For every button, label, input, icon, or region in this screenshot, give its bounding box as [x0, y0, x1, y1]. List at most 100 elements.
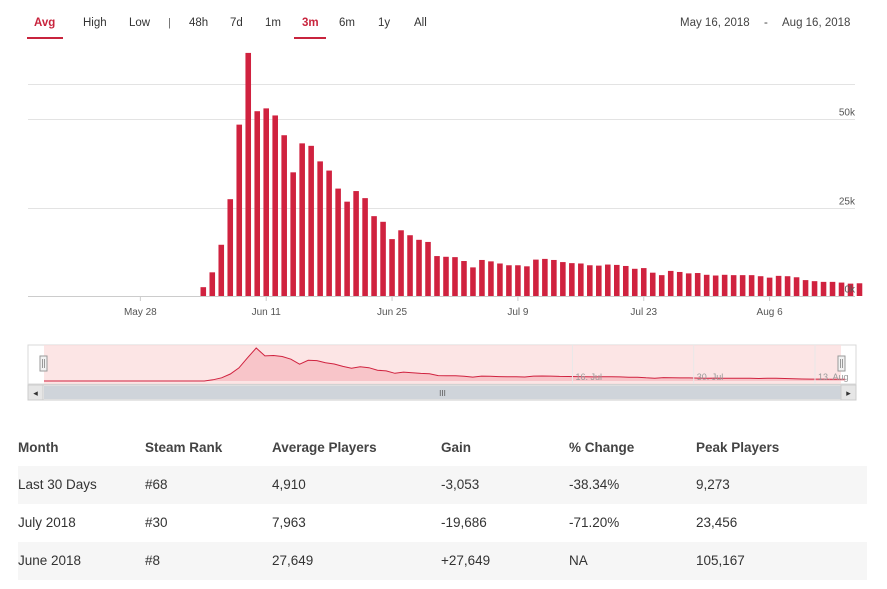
- y-tick-label: 50k: [839, 108, 856, 119]
- bar: [757, 276, 764, 296]
- bar: [766, 277, 773, 296]
- navigator-left-handle[interactable]: [39, 355, 48, 372]
- navigator-date-label: 30. Jul: [697, 372, 724, 382]
- bar: [272, 115, 278, 296]
- date-from-input[interactable]: May 16, 2018: [680, 17, 750, 29]
- bar: [245, 52, 252, 296]
- cell-gain: -19,686: [441, 515, 487, 530]
- cell-peak-players: 9,273: [696, 477, 730, 492]
- bar: [614, 264, 620, 296]
- cell-steam-rank: #30: [145, 515, 168, 530]
- cell-average-players: 4,910: [272, 477, 306, 492]
- bar: [748, 275, 755, 296]
- header-average-players: Average Players: [272, 440, 377, 455]
- bar: [461, 261, 467, 296]
- bar: [811, 281, 818, 296]
- cell-peak-players: 105,167: [696, 553, 745, 568]
- bar: [281, 135, 287, 296]
- scroll-right-arrow-icon: ▸: [846, 389, 851, 399]
- bar: [694, 273, 701, 296]
- bar: [793, 277, 800, 296]
- cell-percent-change: -38.34%: [569, 477, 620, 492]
- bar: [488, 261, 494, 296]
- bar: [775, 275, 782, 296]
- bar: [398, 230, 404, 296]
- bar: [829, 281, 836, 296]
- bar: [739, 275, 746, 296]
- bar: [703, 274, 710, 296]
- x-tick-label: May 28: [124, 307, 157, 318]
- bar: [640, 268, 647, 296]
- navigator-line: [44, 347, 846, 382]
- bar: [784, 276, 791, 296]
- bar: [371, 216, 377, 296]
- bar: [667, 270, 674, 296]
- bar: [254, 111, 261, 297]
- x-tick-label: Aug 6: [757, 307, 784, 318]
- bar: [551, 259, 557, 296]
- bar: [587, 265, 593, 296]
- bar: [452, 257, 458, 296]
- active-range-underline: [294, 37, 326, 39]
- navigator-scrollbar-thumb[interactable]: [44, 386, 841, 399]
- header-gain: Gain: [441, 440, 472, 455]
- bar: [200, 287, 207, 296]
- range-6m-button[interactable]: 6m: [339, 17, 355, 29]
- low-button[interactable]: Low: [129, 17, 151, 29]
- range-7d-button[interactable]: 7d: [230, 17, 243, 29]
- bar: [649, 272, 656, 296]
- cell-month: July 2018: [18, 515, 76, 530]
- bar: [425, 241, 431, 296]
- range-toolbar: Avg High Low | 48h 7d 1m 3m 6m 1y All Ma…: [0, 0, 887, 44]
- range-1y-button[interactable]: 1y: [378, 17, 391, 29]
- bar: [326, 170, 332, 296]
- bar: [515, 265, 521, 296]
- active-mode-underline: [27, 37, 63, 39]
- bar: [443, 256, 449, 296]
- high-button[interactable]: High: [83, 17, 107, 29]
- range-all-button[interactable]: All: [414, 17, 427, 29]
- range-navigator: 16. Jul 30. Jul 13. Aug III ◂ ▸: [27, 344, 857, 401]
- table-header-row: Month Steam Rank Average Players Gain % …: [18, 430, 867, 466]
- cell-peak-players: 23,456: [696, 515, 738, 530]
- scroll-left-button[interactable]: [27, 384, 44, 401]
- monthly-stats-table: Month Steam Rank Average Players Gain % …: [18, 430, 867, 580]
- bar: [685, 273, 692, 296]
- scroll-right-button[interactable]: [840, 384, 857, 401]
- cell-percent-change: -71.20%: [569, 515, 620, 530]
- bar: [416, 239, 422, 296]
- x-tick-label: Jun 11: [252, 307, 282, 318]
- bar: [676, 271, 683, 296]
- bar: [631, 268, 638, 296]
- bar: [730, 275, 737, 296]
- header-peak-players: Peak Players: [696, 440, 780, 455]
- bar: [335, 188, 341, 296]
- cell-steam-rank: #68: [145, 477, 168, 492]
- bar: [506, 265, 512, 296]
- bar: [524, 266, 530, 296]
- cell-gain: +27,649: [441, 553, 491, 568]
- bar: [721, 274, 728, 296]
- scroll-left-arrow-icon: ◂: [33, 389, 38, 399]
- range-3m-button[interactable]: 3m: [302, 17, 319, 29]
- range-1m-button[interactable]: 1m: [265, 17, 281, 29]
- bar: [434, 256, 440, 296]
- date-to-input[interactable]: Aug 16, 2018: [782, 17, 851, 29]
- cell-month: June 2018: [18, 553, 82, 568]
- bar: [353, 191, 359, 296]
- bar: [299, 143, 305, 296]
- navigator-right-handle[interactable]: [837, 355, 846, 372]
- range-48h-button[interactable]: 48h: [189, 17, 209, 29]
- table-row: June 2018 #8 27,649 +27,649 NA 105,167: [18, 542, 867, 580]
- bar: [407, 235, 413, 296]
- avg-button[interactable]: Avg: [34, 17, 56, 29]
- bar: [263, 108, 269, 296]
- y-tick-label: 0k: [844, 285, 856, 296]
- bar: [308, 145, 314, 296]
- bar: [389, 239, 395, 296]
- bar: [856, 283, 863, 296]
- bar: [658, 275, 665, 296]
- x-tick-label: Jul 9: [507, 307, 529, 318]
- bar: [542, 258, 548, 296]
- bar: [380, 221, 386, 296]
